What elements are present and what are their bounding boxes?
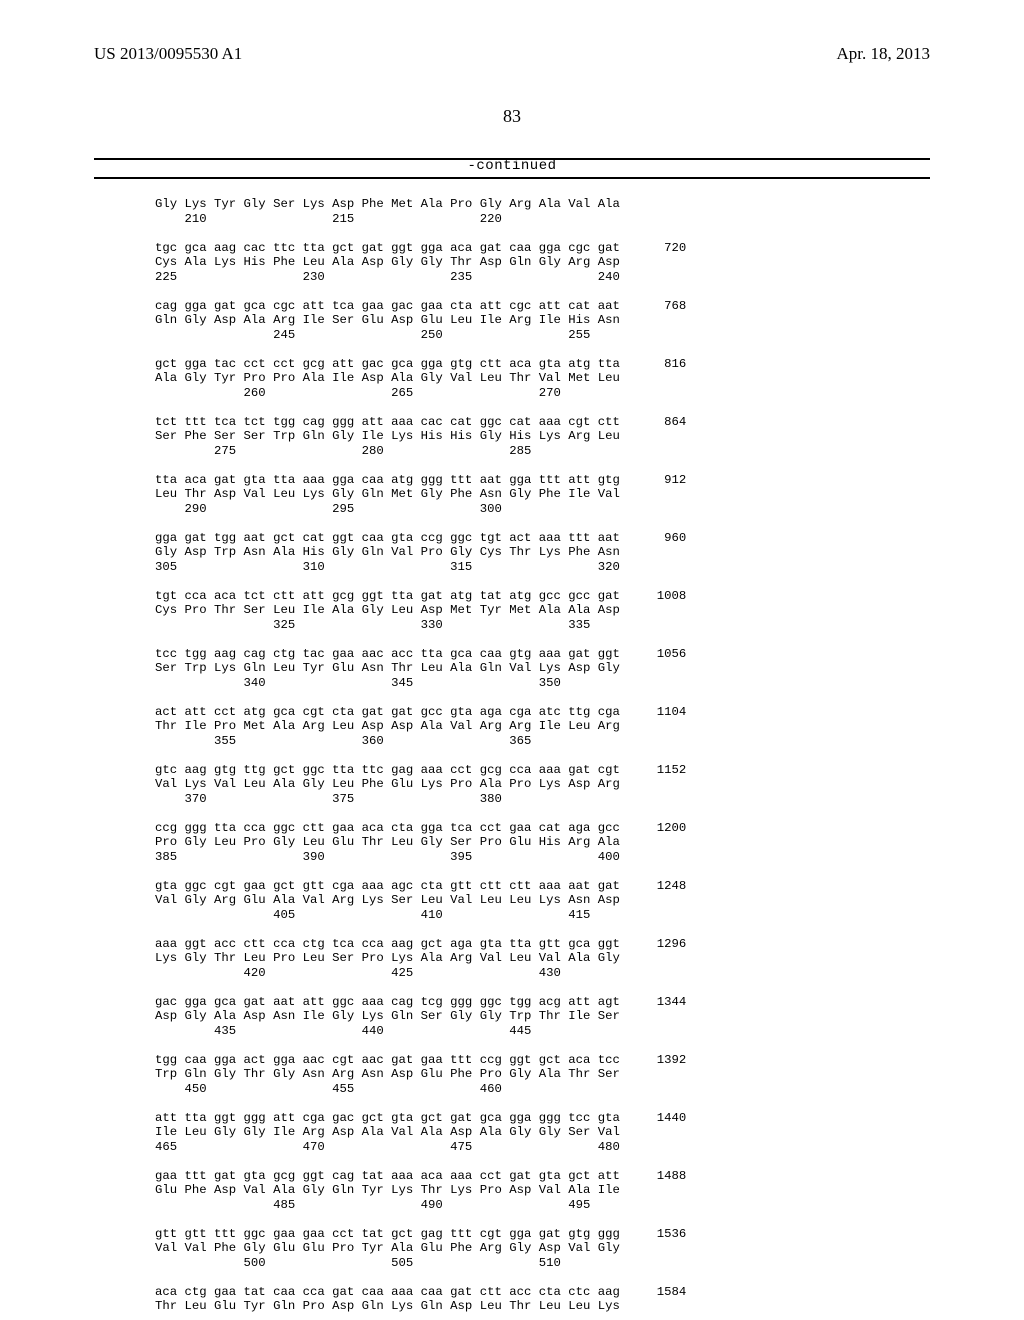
publication-number: US 2013/0095530 A1	[94, 44, 242, 64]
sequence-listing: Gly Lys Tyr Gly Ser Lys Asp Phe Met Ala …	[155, 197, 686, 1314]
page-number: 83	[0, 106, 1024, 127]
rule-bottom	[94, 177, 930, 179]
publication-date: Apr. 18, 2013	[837, 44, 931, 64]
continued-label: -continued	[0, 158, 1024, 174]
